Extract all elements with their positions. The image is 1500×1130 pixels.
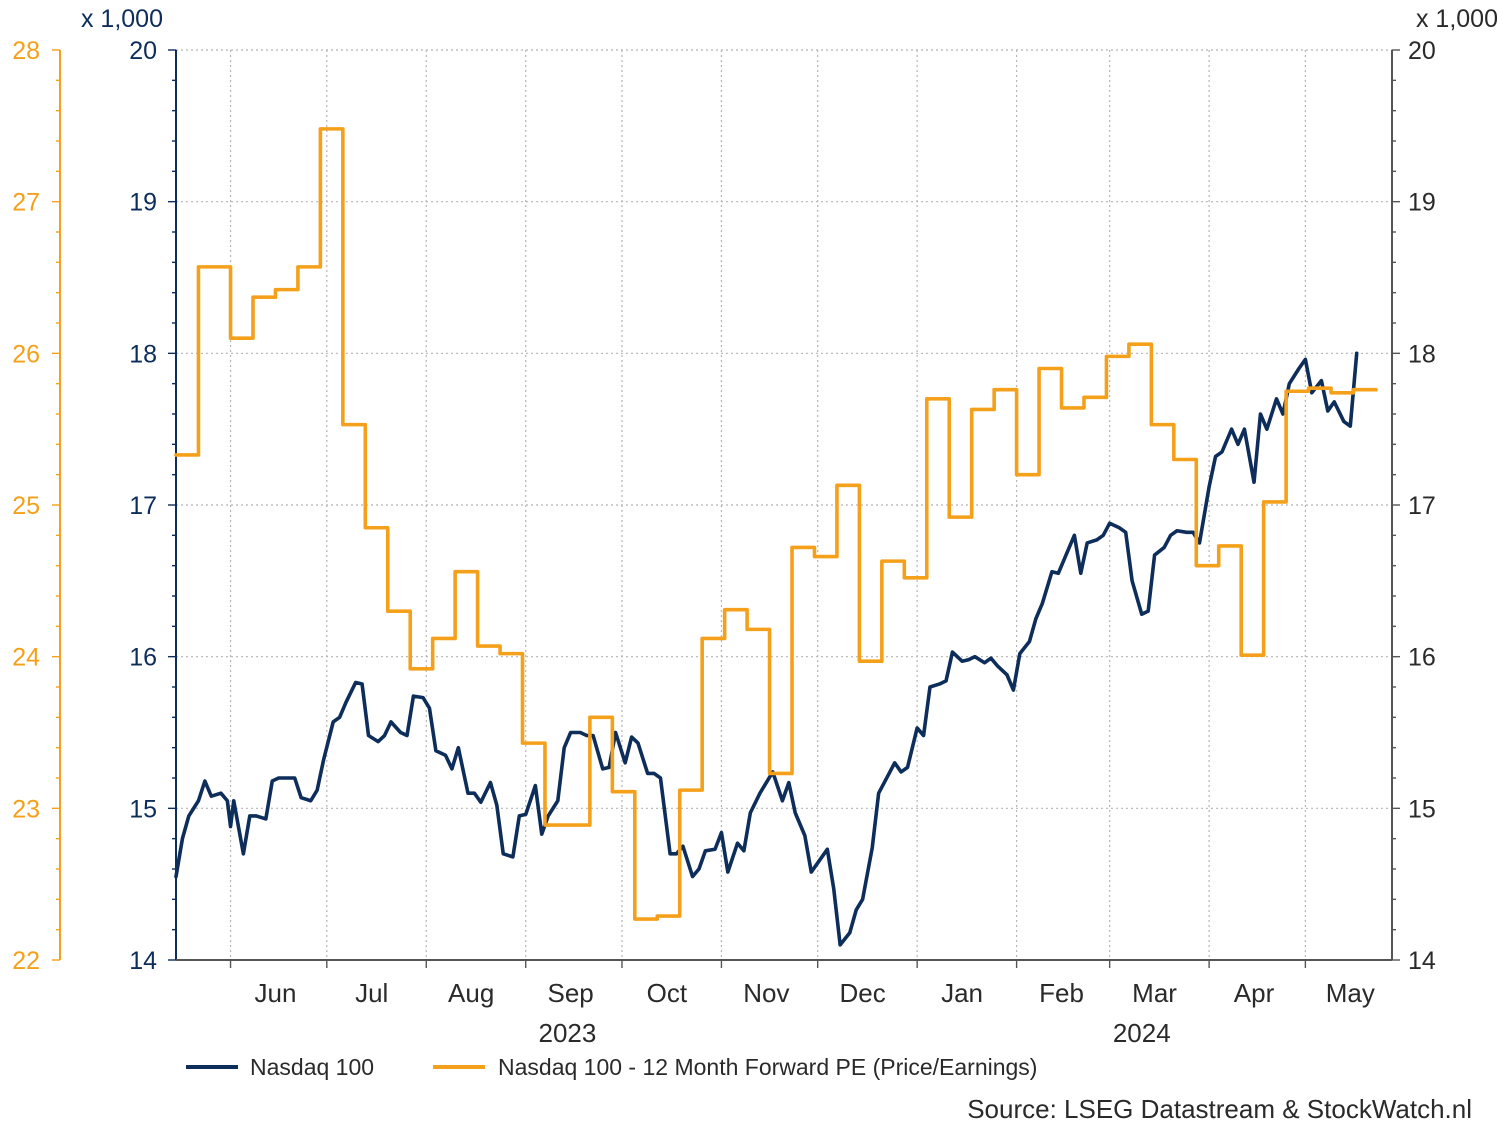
- left-tick-label: 23: [12, 795, 40, 823]
- mid-tick-label: 20: [129, 37, 157, 65]
- mid-tick-label: 16: [129, 644, 157, 672]
- right-tick-label: 16: [1408, 644, 1436, 672]
- month-label: Jun: [255, 978, 297, 1008]
- month-label: Oct: [647, 978, 688, 1008]
- axes: 22 23 24 25 26 27 28 14 15 16 17 18 19 20 14 15 16 17 18 19…: [12, 5, 1498, 1048]
- legend-label: Nasdaq 100: [250, 1054, 374, 1080]
- mid-tick-label: 17: [129, 492, 157, 520]
- year-label: 2023: [539, 1018, 597, 1048]
- month-label: May: [1326, 978, 1375, 1008]
- right-tick-label: 18: [1408, 340, 1436, 368]
- series-line-forward-pe: [174, 127, 1378, 921]
- month-label: Mar: [1132, 978, 1177, 1008]
- month-label: Aug: [448, 978, 494, 1008]
- mid-tick-label: 15: [129, 795, 157, 823]
- legend: Nasdaq 100 Nasdaq 100 - 12 Month Forward …: [186, 1054, 1037, 1080]
- right-tick-label: 14: [1408, 947, 1436, 975]
- month-label: Feb: [1039, 978, 1084, 1008]
- mid-tick-label: 19: [129, 189, 157, 217]
- mid-tick-label: 18: [129, 340, 157, 368]
- left-tick-label: 26: [12, 340, 40, 368]
- right-tick-label: 17: [1408, 492, 1436, 520]
- grid: [176, 49, 1392, 961]
- series-line-nasdaq-100: [174, 351, 1359, 947]
- series-layer: [174, 127, 1378, 947]
- right-tick-label: 19: [1408, 189, 1436, 217]
- source-text: Source: LSEG Datastream & StockWatch.nl: [967, 1094, 1472, 1124]
- month-label: Dec: [839, 978, 885, 1008]
- left-tick-label: 24: [12, 644, 40, 672]
- legend-label: Nasdaq 100 - 12 Month Forward PE (Price/…: [498, 1054, 1037, 1080]
- mid-scale-label: x 1,000: [81, 5, 163, 33]
- left-tick-label: 22: [12, 947, 40, 975]
- month-label: Nov: [743, 978, 789, 1008]
- year-label: 2024: [1113, 1018, 1171, 1048]
- month-label: Apr: [1234, 978, 1275, 1008]
- left-tick-label: 28: [12, 37, 40, 65]
- right-scale-label: x 1,000: [1416, 5, 1498, 33]
- mid-tick-label: 14: [129, 947, 157, 975]
- left-tick-label: 27: [12, 189, 40, 217]
- right-tick-label: 15: [1408, 795, 1436, 823]
- month-label: Jan: [941, 978, 983, 1008]
- left-tick-label: 25: [12, 492, 40, 520]
- right-tick-label: 20: [1408, 37, 1436, 65]
- month-label: Sep: [548, 978, 594, 1008]
- month-label: Jul: [355, 978, 388, 1008]
